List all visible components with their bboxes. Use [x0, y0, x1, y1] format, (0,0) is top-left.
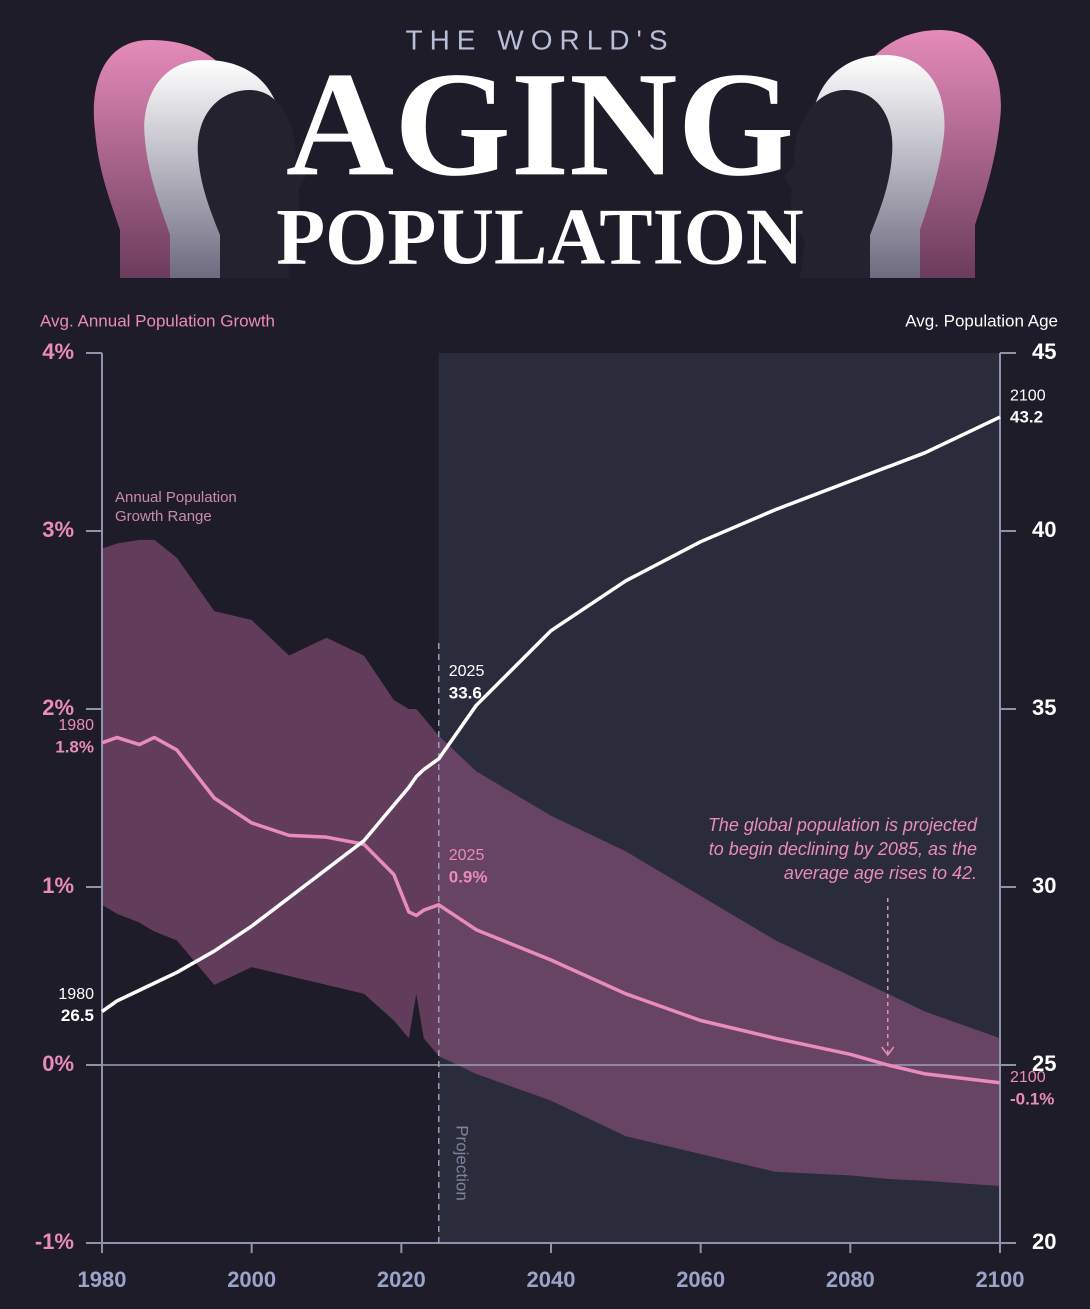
- point-value: 0.9%: [449, 867, 488, 886]
- y-tick-label: 2%: [42, 695, 74, 720]
- annotation-arrowhead: [881, 1046, 895, 1057]
- title: AGING: [286, 41, 794, 207]
- point-year: 1980: [58, 986, 94, 1003]
- annotation-text: average age rises to 42.: [784, 863, 977, 883]
- band-label: Annual Population Growth Range: [115, 489, 237, 525]
- point-value: -0.1%: [1010, 1089, 1054, 1108]
- y-tick-label: 3%: [42, 517, 74, 542]
- y-tick-label: 4%: [42, 339, 74, 364]
- y2-tick-label: 45: [1032, 339, 1056, 364]
- point-value: 26.5: [61, 1006, 94, 1025]
- y-tick-label: 0%: [42, 1051, 74, 1076]
- point-value: 33.6: [449, 683, 482, 702]
- point-year: 2100: [1010, 1069, 1046, 1086]
- y2-tick-label: 25: [1032, 1051, 1056, 1076]
- subtitle: POPULATION: [276, 193, 803, 281]
- x-tick-label: 2080: [826, 1267, 875, 1292]
- y-tick-label: -1%: [35, 1229, 74, 1254]
- annotation-text: to begin declining by 2085, as the: [709, 839, 977, 859]
- y2-axis-title: Avg. Population Age: [905, 311, 1058, 330]
- y2-tick-label: 40: [1032, 517, 1056, 542]
- x-tick-label: 2060: [676, 1267, 725, 1292]
- kicker: THE WORLD'S: [405, 24, 674, 55]
- y2-tick-label: 30: [1032, 873, 1056, 898]
- point-value: 43.2: [1010, 408, 1043, 427]
- point-year: 2100: [1010, 387, 1046, 404]
- x-tick-label: 1980: [78, 1267, 127, 1292]
- point-year: 2025: [449, 663, 485, 680]
- annotation-text: The global population is projected: [708, 815, 978, 835]
- projection-label: Projection: [452, 1125, 471, 1201]
- x-tick-label: 2040: [527, 1267, 576, 1292]
- x-tick-label: 2100: [976, 1267, 1025, 1292]
- silhouettes: [93, 30, 1001, 278]
- y-tick-label: 1%: [42, 873, 74, 898]
- x-tick-label: 2020: [377, 1267, 426, 1292]
- x-tick-label: 2000: [227, 1267, 276, 1292]
- y-axis-title: Avg. Annual Population Growth: [40, 311, 275, 330]
- y2-tick-label: 20: [1032, 1229, 1056, 1254]
- y2-tick-label: 35: [1032, 695, 1056, 720]
- series-line: [101, 735, 1001, 1085]
- point-year: 1980: [58, 717, 94, 734]
- point-year: 2025: [449, 847, 485, 864]
- range-band: [102, 539, 1000, 1187]
- series-line: [100, 415, 1001, 1014]
- point-value: 1.8%: [55, 737, 94, 756]
